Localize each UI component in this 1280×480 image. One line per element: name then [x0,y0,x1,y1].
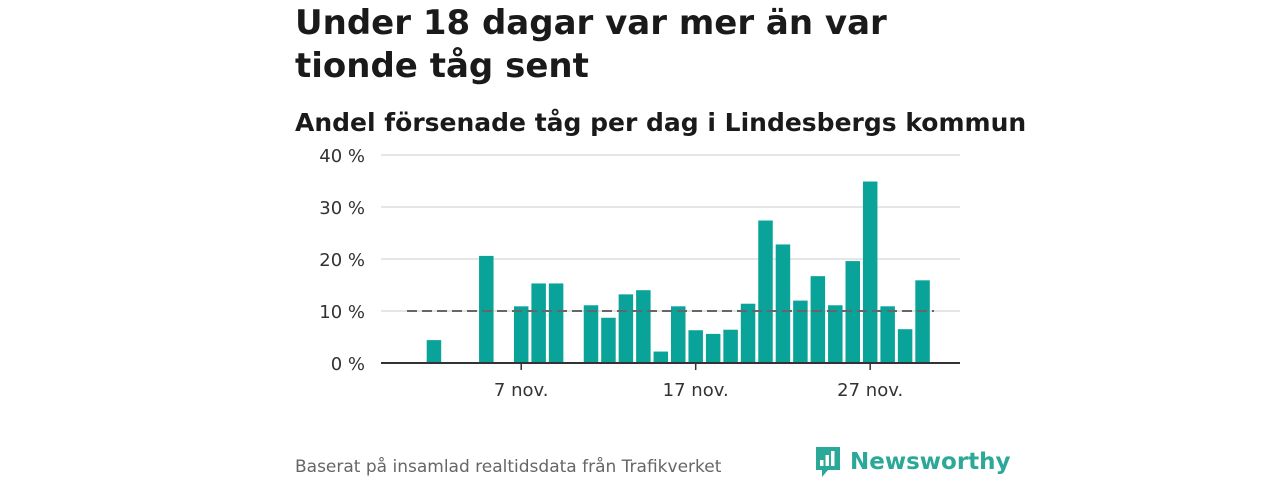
bar [862,181,878,363]
chart-title: Under 18 dagar var mer än var tionde tåg… [295,3,887,86]
x-axis: 7 nov. 17 nov. 27 nov. [381,362,960,401]
newsworthy-logo[interactable]: Newsworthy [814,446,1011,478]
y-tick-label: 40 % [319,146,365,167]
bar [810,276,826,363]
bar [531,283,546,363]
bar [671,306,686,363]
y-tick-label: 0 % [331,354,365,375]
y-tick-label: 10 % [319,302,365,323]
brand-name: Newsworthy [850,449,1011,475]
bar [601,317,616,363]
bar [426,340,442,363]
bar [723,329,738,363]
bar [705,333,721,363]
bar [845,261,860,363]
bar [513,306,529,363]
newsworthy-logo-icon [816,447,840,477]
y-tick-label: 30 % [319,198,365,219]
source-note: Baserat på insamlad realtidsdata från Tr… [295,457,722,477]
bar [653,351,669,363]
bar [758,220,773,363]
bar [775,244,791,363]
bar [793,300,808,363]
x-tick-label: 17 nov. [663,380,729,401]
x-tick-label: 7 nov. [494,380,549,401]
bar [479,255,494,363]
chart-subtitle: Andel försenade tåg per dag i Lindesberg… [295,108,1027,137]
bars [426,181,930,363]
bar [880,306,895,363]
bar [828,305,843,363]
bar [915,280,930,363]
bar [740,303,756,363]
x-tick-label: 27 nov. [837,380,903,401]
y-axis-labels: 0 % 10 % 20 % 30 % 40 % [319,146,365,375]
bar [897,329,913,363]
bar [548,283,564,363]
bar [636,290,651,363]
bar [583,305,599,363]
bar [618,294,634,363]
bar [688,330,703,363]
y-tick-label: 20 % [319,250,365,271]
